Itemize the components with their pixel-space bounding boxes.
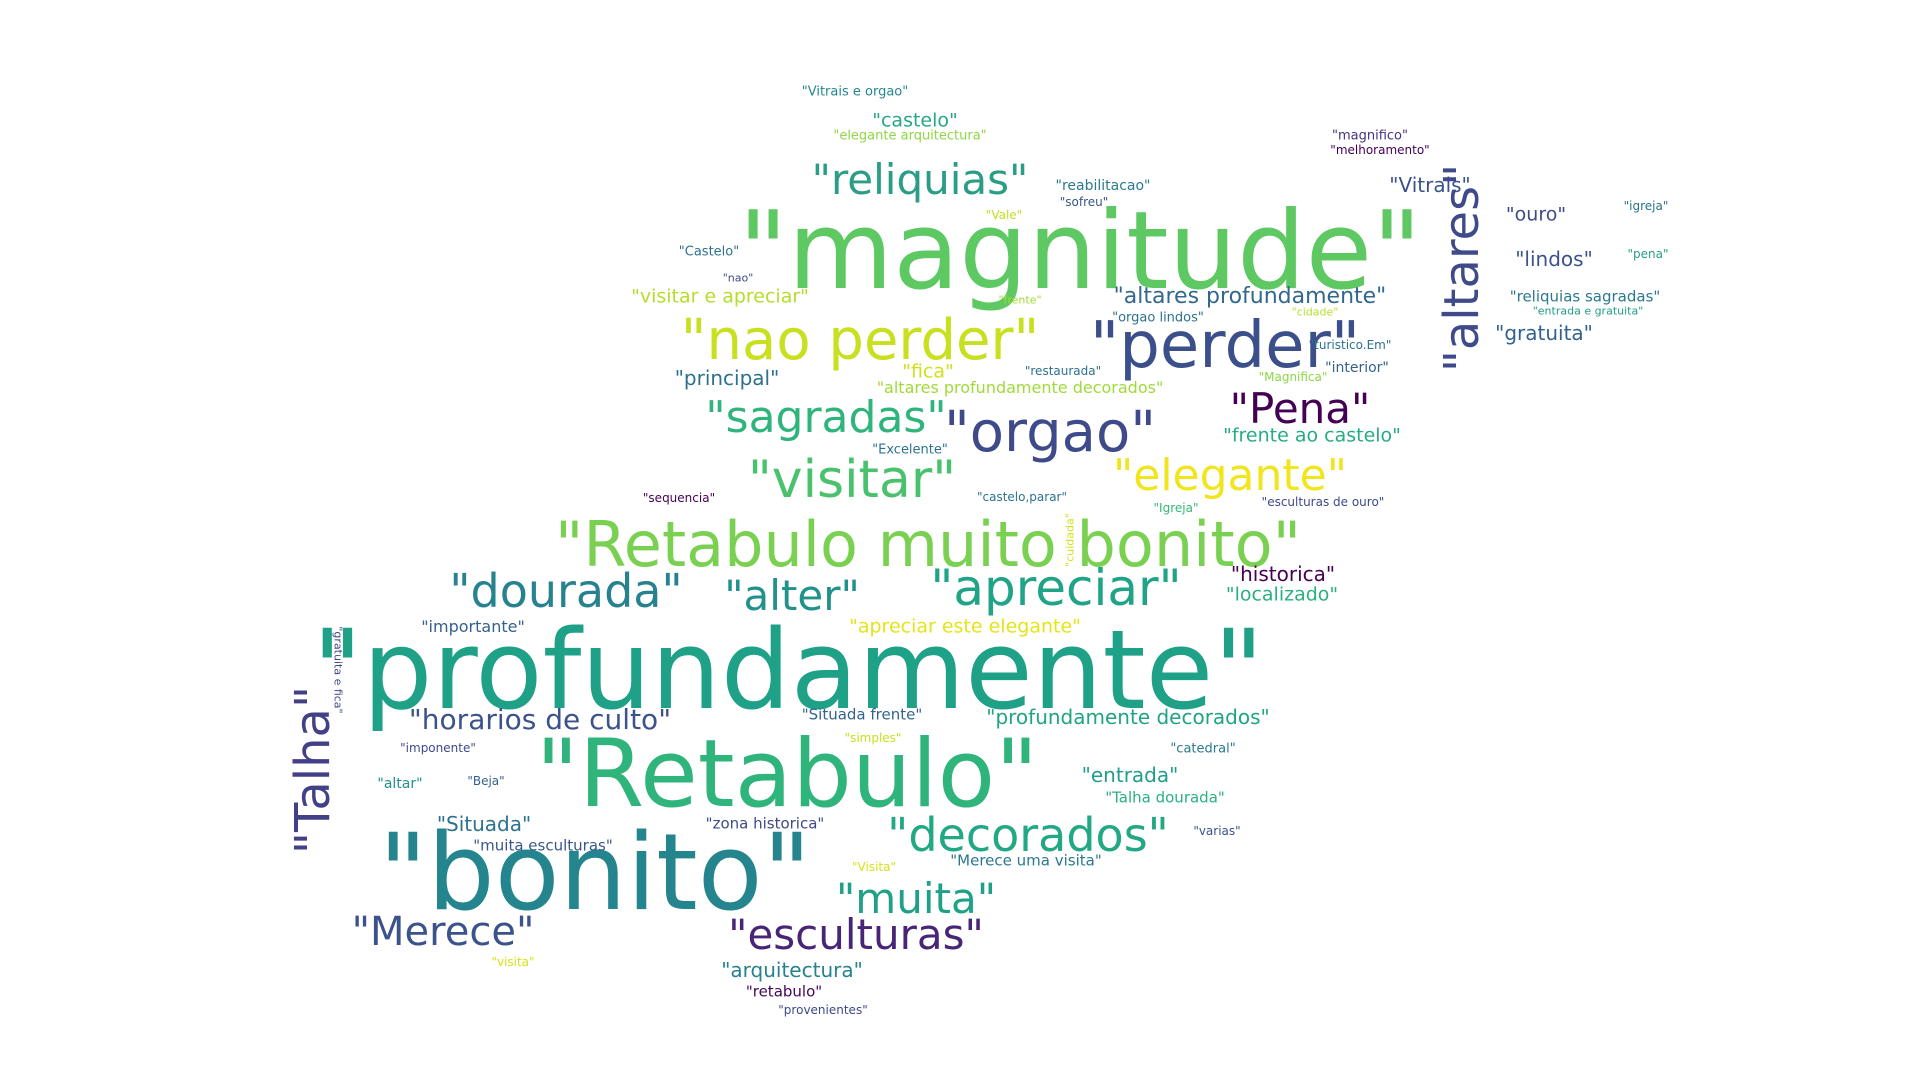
word-cloud-word: "sequencia" <box>642 491 716 505</box>
word-cloud-word: "sofreu" <box>1059 195 1109 209</box>
word-cloud-word: "lindos" <box>1515 247 1593 271</box>
word-cloud-word: "Vale" <box>985 208 1023 222</box>
word-cloud-word: "interior" <box>1325 360 1389 376</box>
word-cloud-word: "Vitrais" <box>1389 173 1471 197</box>
word-cloud-word: "gratuita" <box>1495 321 1593 345</box>
word-cloud-word: "profundamente" <box>312 606 1264 734</box>
word-cloud-word: "Retabulo" <box>535 720 1039 829</box>
word-cloud-word: "altares" <box>1434 163 1490 373</box>
word-cloud-word: "reliquias" <box>811 155 1029 204</box>
word-cloud-word: "principal" <box>674 366 780 390</box>
word-cloud-word: "pena" <box>1627 247 1669 261</box>
word-cloud-word: "altar" <box>377 776 423 792</box>
word-cloud-word: "muita esculturas" <box>473 836 613 855</box>
word-cloud-word: "altares profundamente decorados" <box>876 378 1164 397</box>
word-cloud-word: "nao perder" <box>680 308 1040 373</box>
word-cloud-word: "Igreja" <box>1153 501 1199 515</box>
word-cloud-word: "visita" <box>491 955 535 969</box>
word-cloud-word: "importante" <box>421 617 525 636</box>
word-cloud-word: "retabulo" <box>745 982 823 1001</box>
word-cloud-word: "Talha" <box>285 685 341 855</box>
word-cloud-word: "horarios de culto" <box>408 703 672 736</box>
word-cloud-word: "Castelo" <box>678 244 740 260</box>
word-cloud-word: "localizado" <box>1225 583 1339 606</box>
word-cloud-word: "varias" <box>1193 824 1241 838</box>
word-cloud-word: "castelo" <box>872 109 958 132</box>
word-cloud-word: "magnifico" <box>1332 128 1408 144</box>
word-cloud-word: "ouro" <box>1505 203 1567 226</box>
word-cloud-word: "frente" <box>998 293 1042 307</box>
word-cloud-word: "Retabulo muito bonito" <box>554 508 1302 581</box>
word-cloud-word: "arquitectura" <box>721 958 863 982</box>
word-cloud-word: "profundamente decorados" <box>986 705 1270 729</box>
word-cloud-word: "imponente" <box>400 741 476 755</box>
word-cloud-word: "entrada e gratuita" <box>1532 304 1644 318</box>
word-cloud-word: "Beja" <box>467 774 505 788</box>
word-cloud-word: "Situada frente" <box>801 705 923 724</box>
word-cloud-word: "perder" <box>1089 309 1361 383</box>
word-cloud-word: "fica" <box>902 360 954 383</box>
word-cloud-word: "sagradas" <box>705 392 947 443</box>
word-cloud-word: "Excelente" <box>872 442 948 458</box>
word-cloud-word: "entrada" <box>1081 763 1179 787</box>
word-cloud-word: "Situada" <box>436 812 532 836</box>
word-cloud-word: "visitar e apreciar" <box>631 285 809 308</box>
word-cloud-word: "Magnifica" <box>1258 370 1328 384</box>
word-cloud-word: "cidade" <box>1291 305 1339 319</box>
word-cloud-word: "frente ao castelo" <box>1223 424 1401 447</box>
word-cloud-word: "Merece" <box>351 909 535 955</box>
word-cloud-word: "orgao" <box>944 400 1156 465</box>
word-cloud-word: "reliquias sagradas" <box>1509 287 1661 306</box>
word-cloud-word: "alter" <box>724 571 860 620</box>
word-cloud-word: "apreciar este elegante" <box>849 615 1081 638</box>
word-cloud-word: "magnitude" <box>738 189 1422 314</box>
word-cloud-word: "nao" <box>722 271 754 285</box>
word-cloud-word: "Pena" <box>1229 384 1371 433</box>
word-cloud-word: "zona historica" <box>705 814 825 833</box>
word-cloud-word: "decorados" <box>887 808 1169 862</box>
word-cloud-word: "bonito" <box>378 811 812 934</box>
word-cloud-word: "dourada" <box>449 564 683 618</box>
word-cloud-word: "visitar" <box>747 450 957 510</box>
word-cloud-word: "historica" <box>1230 562 1336 586</box>
word-cloud-word: "castelo,parar" <box>976 490 1068 504</box>
word-cloud-word: "simples" <box>844 731 902 745</box>
word-cloud-word: "esculturas de ouro" <box>1261 495 1385 509</box>
word-cloud-word: "Visita" <box>852 860 896 874</box>
word-cloud-word: "muita" <box>835 874 997 923</box>
word-cloud-word: "orgao lindos" <box>1112 310 1204 326</box>
word-cloud-word: "altares profundamente" <box>1113 284 1387 309</box>
word-cloud-word: "restaurada" <box>1024 364 1102 378</box>
word-cloud-word: "Talha dourada" <box>1105 788 1225 807</box>
word-cloud-word: "esculturas" <box>728 910 984 959</box>
word-cloud-word: "Merece uma visita" <box>950 851 1102 870</box>
word-cloud-word: "catedral" <box>1170 741 1236 757</box>
word-cloud-word: "elegante" <box>1113 450 1347 501</box>
word-cloud-word: "apreciar" <box>930 559 1182 617</box>
word-cloud-word: "reabilitacao" <box>1055 178 1151 194</box>
word-cloud-word: "igreja" <box>1623 199 1669 213</box>
word-cloud-word: "turistico.Em" <box>1308 338 1392 352</box>
word-cloud-word: "elegante arquitectura" <box>833 128 987 144</box>
word-cloud-word: "melhoramento" <box>1330 143 1430 157</box>
word-cloud-word: "Vitrais e orgao" <box>801 84 909 100</box>
word-cloud-word: "provenientes" <box>778 1003 868 1017</box>
